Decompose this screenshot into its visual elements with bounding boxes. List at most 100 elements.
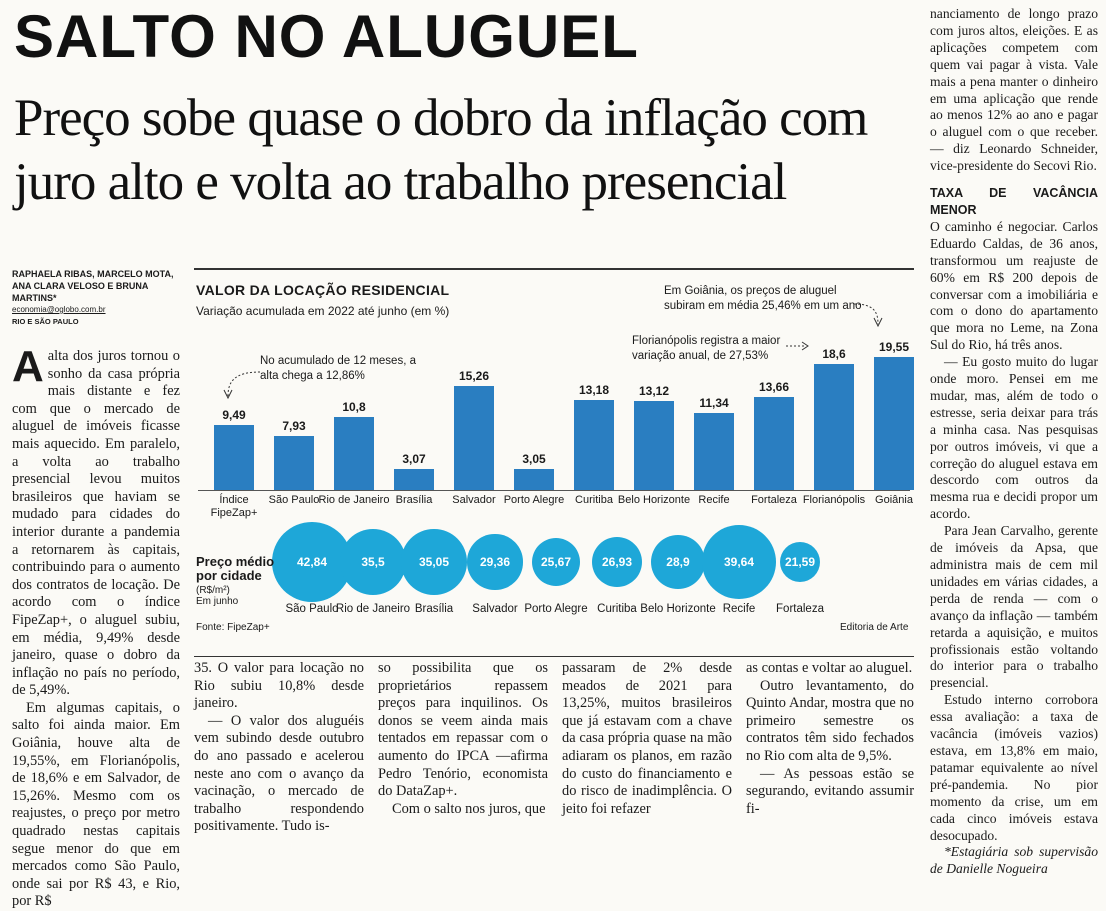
category-label: Florianópolis xyxy=(802,494,866,506)
col6-paragraph-1: nanciamento de longo prazo com juros alt… xyxy=(930,6,1098,174)
col4-paragraph-1: passaram de 2% desde meados de 2021 para… xyxy=(562,660,732,817)
price-circle: 42,84 xyxy=(272,522,352,602)
bar-value-label: 10,8 xyxy=(342,399,366,414)
bar-value-label: 18,6 xyxy=(822,346,846,361)
category-label: Fortaleza xyxy=(751,494,797,506)
drop-cap: A xyxy=(12,342,44,391)
chart-credit: Editoria de Arte xyxy=(840,622,909,633)
bar-value-label: 9,49 xyxy=(222,408,246,423)
article-column-3: so possibilita que os proprietários repa… xyxy=(378,660,548,818)
category-label: Belo Horizonte xyxy=(617,494,691,506)
chart-source: Fonte: FipeZap+ xyxy=(196,622,270,633)
bar-value-label: 19,55 xyxy=(878,340,910,355)
bar-value-label: 7,93 xyxy=(282,419,306,434)
category-label: Recife xyxy=(698,494,730,506)
headline: SALTO NO ALUGUEL xyxy=(14,3,639,70)
bar-7 xyxy=(634,400,674,490)
annotation-florianopolis: Florianópolis registra a maior variação … xyxy=(632,335,781,362)
price-city-label: Belo Horizonte xyxy=(640,603,716,615)
chart-bottom-rule xyxy=(194,656,914,657)
category-label: Curitiba xyxy=(575,494,613,506)
price-city-label: Recife xyxy=(722,603,756,615)
x-axis xyxy=(198,490,910,491)
chart-subtitle: Variação acumulada em 2022 até junho (em… xyxy=(196,304,450,318)
bar-value-label: 13,18 xyxy=(578,383,610,398)
byline-city: RIO E SÃO PAULO xyxy=(12,317,79,326)
bar-8 xyxy=(694,412,734,490)
bar-value-label: 15,26 xyxy=(458,369,490,384)
chart-title: VALOR DA LOCAÇÃO RESIDENCIAL xyxy=(196,282,450,298)
category-label: Goiânia xyxy=(875,494,913,506)
category-label: Índice FipeZap+ xyxy=(210,494,258,519)
col6-paragraph-4: Para Jean Carvalho, gerente de imóveis d… xyxy=(930,523,1098,691)
bar-0 xyxy=(214,425,254,490)
col1-paragraph-1: alta dos juros tornou o sonho da casa pr… xyxy=(12,348,180,699)
byline-authors: RAPHAELA RIBAS, MARCELO MOTA, ANA CLARA … xyxy=(12,269,174,303)
bar-10 xyxy=(814,363,854,490)
category-label: Rio de Janeiro xyxy=(318,494,390,506)
bar-6 xyxy=(574,400,614,490)
bar-1 xyxy=(274,436,314,490)
price-circle: 29,36 xyxy=(467,534,523,590)
category-label: Brasília xyxy=(395,494,433,506)
annotation-fipezap: No acumulado de 12 meses, a alta chega a… xyxy=(260,355,416,382)
section-heading: TAXA DE VACÂNCIA MENOR xyxy=(930,186,1098,217)
price-period: Em junho xyxy=(196,596,239,607)
col2-paragraph-1: 35. O valor para locação no Rio subiu 10… xyxy=(194,660,364,712)
price-circle: 26,93 xyxy=(591,536,643,588)
bar-value-label: 11,34 xyxy=(699,395,729,410)
bar-value-label: 3,07 xyxy=(402,452,426,467)
price-city-label: Fortaleza xyxy=(776,603,824,615)
category-label: São Paulo xyxy=(268,494,320,506)
editor-note: *Estagiária sob supervisão de Danielle N… xyxy=(930,844,1098,877)
col3-paragraph-1: so possibilita que os proprietários repa… xyxy=(378,660,548,800)
category-label: Salvador xyxy=(452,494,496,506)
price-title: Preço médio por cidade xyxy=(196,554,275,583)
col6-paragraph-3: — Eu gosto muito do lugar onde moro. Pen… xyxy=(930,354,1098,522)
bar-11 xyxy=(874,357,914,490)
price-circle: 28,9 xyxy=(650,534,706,590)
annotation-arrows xyxy=(223,303,883,400)
bar-2 xyxy=(334,416,374,490)
article-column-5: as contas e voltar ao aluguel. Outro lev… xyxy=(746,660,914,818)
col1-paragraph-2: Em algumas capitais, o salto foi ainda m… xyxy=(12,699,180,910)
price-city-label: Curitiba xyxy=(597,603,637,615)
price-city-label: Rio de Janeiro xyxy=(335,603,411,615)
price-circle: 35,05 xyxy=(401,529,467,595)
bar-4 xyxy=(454,386,494,490)
chart-top-rule xyxy=(194,268,914,270)
article-column-4: passaram de 2% desde meados de 2021 para… xyxy=(562,660,732,818)
price-unit: (R$/m²) Em junho xyxy=(196,585,238,607)
price-city-label: São Paulo xyxy=(285,603,339,615)
rent-chart: VALOR DA LOCAÇÃO RESIDENCIAL Variação ac… xyxy=(194,268,914,658)
bar-9 xyxy=(754,397,794,490)
price-city-label: Brasília xyxy=(414,603,454,615)
col6-paragraph-5: Estudo interno corrobora essa avaliação:… xyxy=(930,692,1098,843)
byline: RAPHAELA RIBAS, MARCELO MOTA, ANA CLARA … xyxy=(12,268,182,328)
byline-email[interactable]: economia@oglobo.com.br xyxy=(12,305,106,314)
category-label: Porto Alegre xyxy=(503,494,565,506)
bar-value-label: 3,05 xyxy=(522,452,546,467)
price-circle: 21,59 xyxy=(779,541,821,583)
article-column-2: 35. O valor para locação no Rio subiu 10… xyxy=(194,660,364,836)
col5-paragraph-3: — As pessoas estão se segurando, evitand… xyxy=(746,765,914,817)
price-city-label: Salvador xyxy=(472,603,518,615)
col5-paragraph-2: Outro levantamento, do Quinto Andar, mos… xyxy=(746,677,914,764)
subheadline: Preço sobe quase o dobro da inflação com… xyxy=(14,89,868,211)
col2-paragraph-2: — O valor dos aluguéis vem subindo desde… xyxy=(194,712,364,835)
bar-area: 9,49 Índice FipeZap+ 7,93 São Paulo 10,8 Rio … xyxy=(194,268,914,548)
annotation-goiania: Em Goiânia, os preços de aluguel subiram… xyxy=(664,285,862,312)
col5-paragraph-1: as contas e voltar ao aluguel. xyxy=(746,660,913,676)
price-city-label: Porto Alegre xyxy=(524,603,588,615)
price-circle: 25,67 xyxy=(531,537,581,587)
bar-5 xyxy=(514,469,554,490)
article-column-6: nanciamento de longo prazo com juros alt… xyxy=(930,6,1098,878)
price-circle: 35,5 xyxy=(339,528,407,596)
price-unit-label: (R$/m²) xyxy=(196,585,230,596)
col6-paragraph-2: O caminho é negociar. Carlos Eduardo Cal… xyxy=(930,218,1098,353)
price-circles: 42,84 São Paulo 35,5 Rio de Janeiro 35,05 Bra… xyxy=(194,518,914,628)
bar-3 xyxy=(394,469,434,490)
col3-paragraph-2: Com o salto nos juros, que xyxy=(392,800,546,817)
bar-value-label: 13,66 xyxy=(758,380,790,395)
